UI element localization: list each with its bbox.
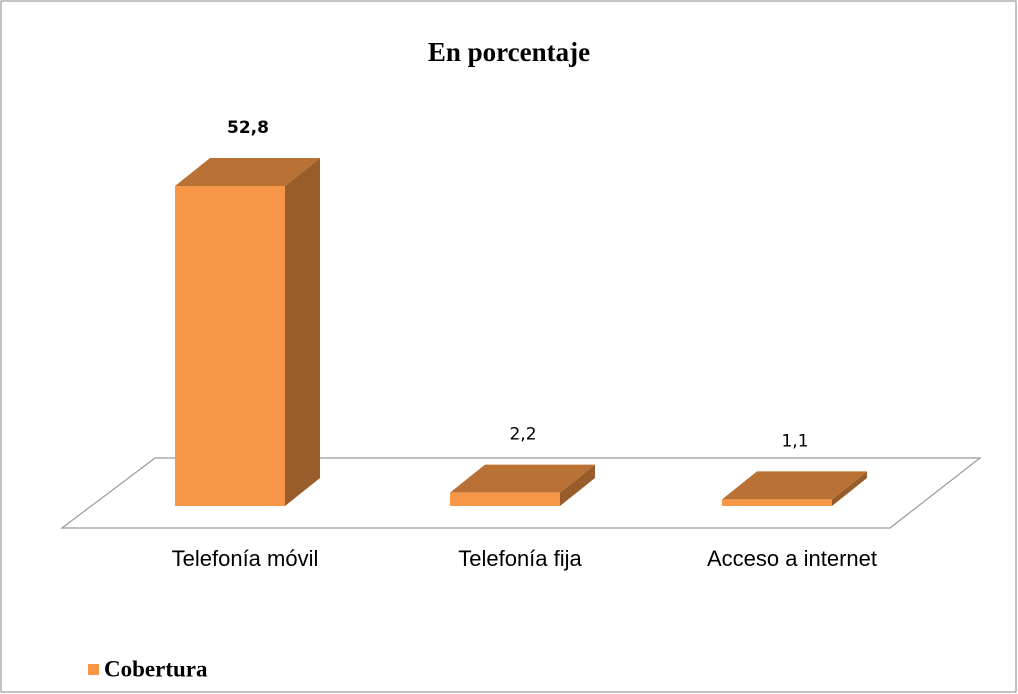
bar-side (832, 471, 867, 506)
x-tick-label: Telefonía fija (458, 546, 582, 571)
chart-title: En porcentaje (428, 37, 590, 67)
bar (450, 492, 560, 506)
x-tick-label: Telefonía móvil (172, 546, 319, 571)
value-label: 2,2 (509, 425, 536, 445)
bar (175, 186, 285, 507)
bar-top (722, 471, 867, 500)
bar-side (285, 158, 320, 507)
legend-label: Cobertura (104, 656, 208, 681)
value-label: 1,1 (781, 431, 808, 451)
bar-side (560, 464, 595, 506)
bar-top (175, 158, 320, 187)
bar-top (450, 464, 595, 493)
value-label: 52,8 (227, 118, 269, 138)
bar (722, 499, 832, 506)
x-tick-label: Acceso a internet (707, 546, 877, 571)
legend-swatch (88, 664, 99, 675)
